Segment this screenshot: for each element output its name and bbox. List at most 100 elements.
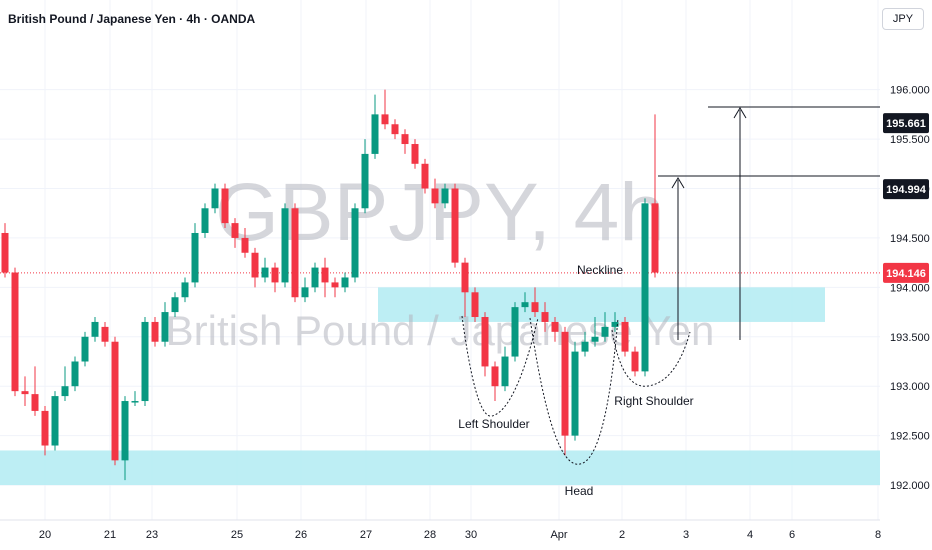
candle-body <box>491 366 499 387</box>
price-label-box <box>883 262 929 283</box>
x-tick-label: 6 <box>789 529 795 541</box>
candle-body <box>31 394 39 411</box>
candle-body <box>21 391 29 395</box>
candle-body <box>71 361 79 387</box>
x-tick-label: Apr <box>550 529 567 541</box>
candle-body <box>241 237 249 253</box>
candle-body <box>381 114 389 125</box>
candle-body <box>411 144 419 164</box>
candle-body <box>631 351 639 372</box>
candle-body <box>531 302 539 313</box>
x-tick-label: 3 <box>683 529 689 541</box>
candle-body <box>641 203 649 372</box>
head-label: Head <box>565 484 594 498</box>
y-tick-label: 193.500 <box>890 332 930 344</box>
watermark-name: British Pound / Japanese Yen <box>166 307 715 354</box>
candle-body <box>391 124 399 135</box>
candle-body <box>341 277 349 288</box>
candle-body <box>571 351 579 436</box>
symbol-title: British Pound / Japanese Yen · 4h · OAND… <box>8 12 256 26</box>
y-tick-label: 194.500 <box>890 233 930 245</box>
candle-body <box>621 321 629 352</box>
candle-body <box>231 223 239 238</box>
candle-body <box>541 312 549 322</box>
candle-body <box>581 341 589 352</box>
zones <box>0 287 880 486</box>
candle-body <box>551 321 559 332</box>
candle-body <box>161 312 169 342</box>
arrow-head-2 <box>733 107 747 119</box>
candle-body <box>101 326 109 342</box>
candle-body <box>331 282 339 288</box>
candle-body <box>601 326 609 337</box>
x-tick-label: 30 <box>465 529 477 541</box>
y-tick-label: 193.000 <box>890 381 930 393</box>
axes: 196.000195.500195.000194.500194.000193.5… <box>0 85 930 541</box>
candle-body <box>201 208 209 233</box>
left-shoulder-label: Left Shoulder <box>458 417 529 431</box>
candle-body <box>11 272 19 392</box>
candle-body <box>111 341 119 461</box>
candle-body <box>81 336 89 362</box>
neckline-label: Neckline <box>577 263 623 277</box>
watermark: GBPJPY, 4h British Pound / Japanese Yen <box>166 167 715 354</box>
candle-body <box>131 401 139 403</box>
grid <box>0 0 880 520</box>
candle-body <box>421 163 429 189</box>
candle-body <box>151 321 159 342</box>
y-tick-label: 192.500 <box>890 431 930 443</box>
y-tick-label: 192.000 <box>890 480 930 492</box>
x-tick-label: 23 <box>146 529 158 541</box>
candle-body <box>1 232 9 273</box>
drawings: Neckline Left Shoulder Head Right Should… <box>458 106 880 498</box>
candle-body <box>611 321 619 327</box>
candles <box>0 89 880 481</box>
arrow-head-1 <box>671 177 685 189</box>
candle-body <box>651 203 659 273</box>
zone-support <box>0 450 880 486</box>
candle-body <box>481 317 489 367</box>
candle-body <box>351 208 359 278</box>
candle-body <box>431 188 439 204</box>
candle-body <box>281 208 289 283</box>
price-label-box <box>883 113 929 134</box>
zone-resistance <box>378 287 825 322</box>
candle-body <box>211 188 219 209</box>
candle-body <box>361 153 369 209</box>
candle-body <box>121 401 129 461</box>
x-tick-label: 25 <box>231 529 243 541</box>
candle-body <box>291 208 299 298</box>
candle-body <box>91 321 99 337</box>
candle-body <box>221 188 229 224</box>
currency-button[interactable]: JPY <box>882 8 924 30</box>
candle-body <box>371 114 379 154</box>
y-tick-label: 196.000 <box>890 85 930 97</box>
price-label: 194.146 <box>886 268 926 280</box>
candle-body <box>521 302 529 308</box>
watermark-symbol: GBPJPY, 4h <box>215 167 665 258</box>
candle-body <box>51 396 59 446</box>
candle-body <box>181 282 189 298</box>
candle-body <box>401 134 409 145</box>
candle-body <box>301 287 309 298</box>
candle-body <box>191 232 199 283</box>
x-tick-label: 20 <box>39 529 51 541</box>
candle-body <box>591 336 599 342</box>
candle-body <box>311 267 319 288</box>
candle-body <box>271 267 279 283</box>
y-tick-label: 195.500 <box>890 134 930 146</box>
candle-body <box>501 356 509 387</box>
price-label-box <box>883 179 929 200</box>
x-tick-label: 21 <box>104 529 116 541</box>
x-tick-label: 4 <box>747 529 753 541</box>
candle-body <box>471 292 479 318</box>
x-tick-label: 27 <box>360 529 372 541</box>
candle-body <box>61 386 69 397</box>
right-shoulder-label: Right Shoulder <box>614 394 693 408</box>
candle-body <box>441 188 449 204</box>
candle-body <box>561 331 569 436</box>
right-shoulder-arc <box>611 329 691 387</box>
x-tick-label: 26 <box>295 529 307 541</box>
head-arc <box>529 317 619 465</box>
